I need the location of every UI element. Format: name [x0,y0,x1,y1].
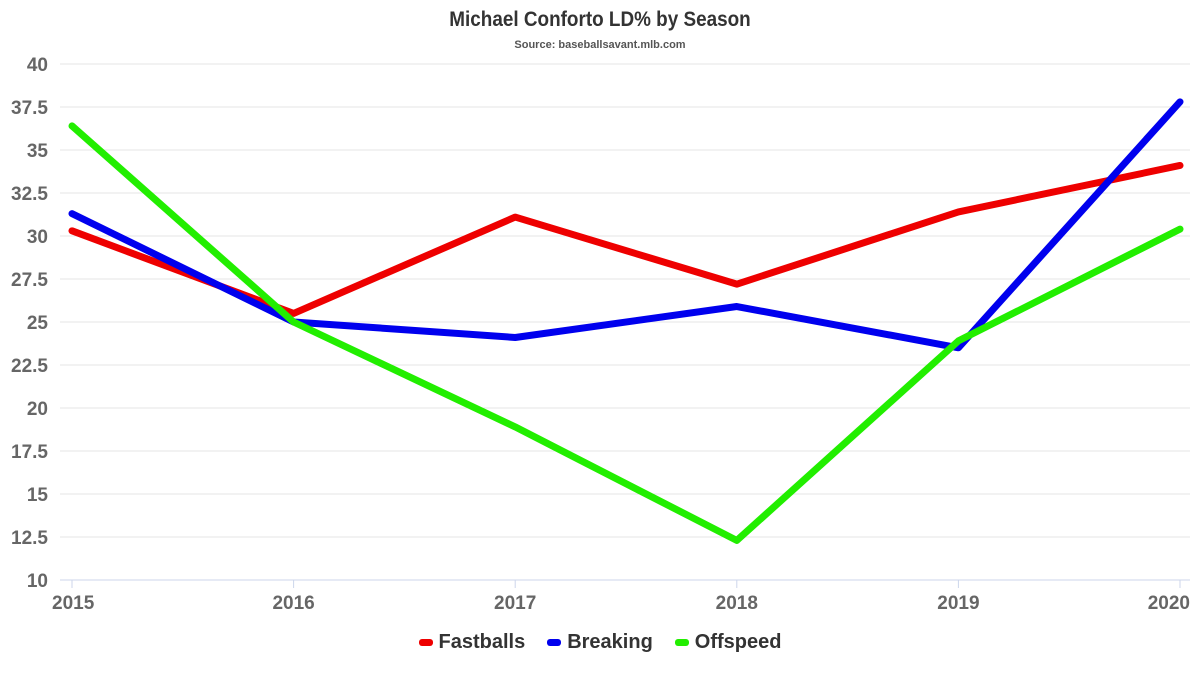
y-tick-label: 22.5 [11,356,48,377]
x-tick-label: 2015 [52,593,95,614]
y-tick-label: 17.5 [11,442,48,463]
legend-label: Offspeed [694,631,782,653]
series-line-offspeed[interactable] [68,122,1184,544]
chart-title: Michael Conforto LD% by Season [449,8,751,31]
legend-label: Breaking [567,631,653,653]
y-tick-label: 35 [27,141,49,162]
y-tick-label: 25 [27,313,49,334]
y-tick-label: 10 [27,571,48,592]
y-tick-label: 40 [27,55,48,76]
chart-subtitle: Source: baseballsavant.mlb.com [514,39,686,51]
legend-item-offspeed[interactable]: Offspeed [674,631,782,654]
y-axis-ticks: 10 12.5 15 17.5 20 22.5 25 27.5 30 32.5 35 37.5 40 [11,55,48,592]
y-tick-label: 15 [27,485,49,506]
series-lines [68,98,1184,544]
x-axis-ticks: 2015 2016 2017 2018 2019 2020 [52,580,1190,614]
legend-label: Fastballs [438,631,526,653]
y-tick-label: 32.5 [11,184,48,205]
y-tick-label: 12.5 [11,528,48,549]
y-tick-label: 27.5 [11,270,48,291]
y-tick-label: 30 [27,227,48,248]
legend: Fastballs Breaking Offspeed [0,631,1200,654]
y-tick-label: 20 [27,399,48,420]
x-tick-label: 2020 [1148,593,1190,614]
x-tick-label: 2018 [716,593,758,614]
series-line-breaking[interactable] [68,98,1184,352]
legend-swatch [674,639,689,646]
legend-item-breaking[interactable]: Breaking [547,631,653,654]
series-line-fastballs[interactable] [68,161,1184,317]
legend-swatch [418,639,433,646]
legend-swatch [547,639,562,646]
x-tick-label: 2016 [272,593,314,614]
x-tick-label: 2017 [494,593,536,614]
x-tick-label: 2019 [937,593,979,614]
y-tick-label: 37.5 [11,98,48,119]
legend-item-fastballs[interactable]: Fastballs [418,631,526,654]
